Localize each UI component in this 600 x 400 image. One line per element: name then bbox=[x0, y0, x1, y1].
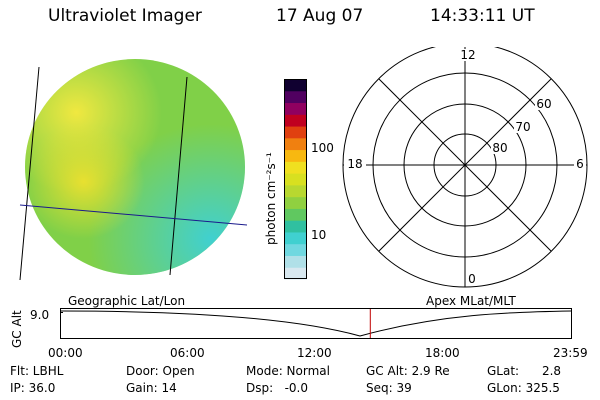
filter-info: Flt: LBHL bbox=[10, 364, 64, 378]
timeline-xtick-1800: 18:00 bbox=[425, 346, 460, 360]
colorbar-swatch bbox=[284, 231, 307, 245]
colorbar-swatch bbox=[284, 161, 307, 174]
colorbar-tick-10: 10 bbox=[311, 228, 327, 242]
colorbar-swatch bbox=[284, 243, 307, 256]
mlt-label-18: 18 bbox=[347, 157, 362, 171]
sequence-info: Seq: 39 bbox=[366, 381, 412, 395]
meridian-line-left bbox=[19, 66, 40, 281]
colorbar-swatch bbox=[284, 79, 307, 92]
observation-time: 14:33:11 UT bbox=[430, 6, 535, 26]
door-info: Door: Open bbox=[126, 364, 195, 378]
uv-image bbox=[19, 59, 248, 281]
timeline-ytick: 9.0 bbox=[30, 308, 50, 322]
instrument-title: Ultraviolet Imager bbox=[48, 6, 202, 26]
apex-grid-label: Apex MLat/MLT bbox=[426, 294, 516, 308]
mlt-label-0: 0 bbox=[468, 272, 476, 286]
apex-polar-plot: 12 0 18 6 60 70 80 bbox=[342, 47, 588, 288]
gc-alt-info: GC Alt: 2.9 Re bbox=[366, 364, 450, 378]
meridian-line-right bbox=[169, 76, 188, 276]
equator-line bbox=[19, 204, 248, 226]
colorbar-unit-label: photon cm⁻²s⁻¹ bbox=[264, 152, 278, 245]
colorbar-swatch bbox=[284, 102, 307, 115]
colorbar-swatch bbox=[284, 114, 307, 127]
timeline-xtick-1200: 12:00 bbox=[297, 346, 332, 360]
ip-info: IP: 36.0 bbox=[10, 381, 56, 395]
lat-label-60: 60 bbox=[536, 97, 551, 111]
mode-info: Mode: Normal bbox=[246, 364, 330, 378]
lat-label-80: 80 bbox=[492, 141, 507, 155]
observation-date: 17 Aug 07 bbox=[276, 6, 364, 26]
timeline-xtick-2359: 23:59 bbox=[553, 346, 588, 360]
mlt-label-6: 6 bbox=[576, 157, 584, 171]
altitude-curve bbox=[60, 310, 572, 337]
colorbar-tick-100: 100 bbox=[311, 141, 334, 155]
colorbar-swatch bbox=[284, 126, 307, 139]
dsp-info: Dsp: -0.0 bbox=[246, 381, 309, 395]
colorbar-swatch bbox=[284, 149, 307, 162]
colorbar-swatch bbox=[284, 173, 307, 186]
colorbar-swatch bbox=[284, 220, 307, 233]
altitude-timeline bbox=[60, 308, 572, 339]
colorbar-swatch bbox=[284, 184, 307, 198]
colorbar-swatch bbox=[284, 90, 307, 104]
gain-info: Gain: 14 bbox=[126, 381, 177, 395]
colorbar-swatch bbox=[284, 255, 307, 268]
colorbar-swatch bbox=[284, 208, 307, 221]
timeline-xtick-0000: 00:00 bbox=[48, 346, 83, 360]
colorbar-swatch bbox=[284, 196, 307, 209]
mlt-label-12: 12 bbox=[460, 48, 475, 62]
geo-lat-info: GLat: 2.8 bbox=[487, 364, 562, 378]
lat-label-70: 70 bbox=[515, 120, 530, 134]
color-scale-bar bbox=[284, 79, 307, 280]
colorbar-swatch bbox=[284, 267, 307, 280]
colorbar-swatch bbox=[284, 137, 307, 151]
timeline-ylabel: GC Alt bbox=[10, 310, 24, 348]
geo-lon-info: GLon: 325.5 bbox=[487, 381, 560, 395]
timeline-xtick-0600: 06:00 bbox=[170, 346, 205, 360]
geographic-grid-label: Geographic Lat/Lon bbox=[68, 294, 186, 308]
